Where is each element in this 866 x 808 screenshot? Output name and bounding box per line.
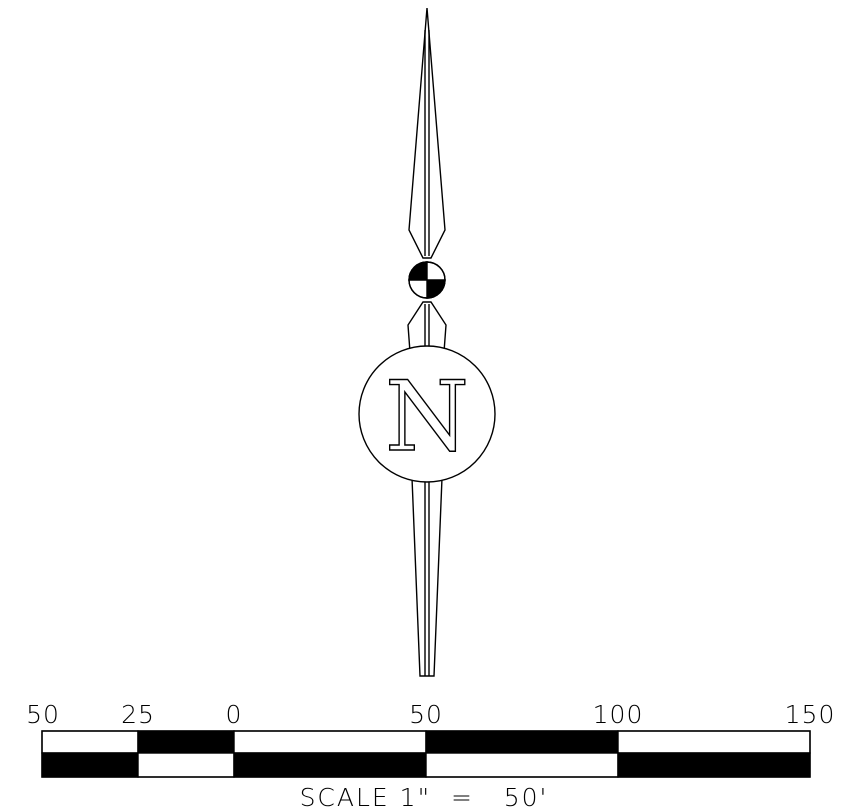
- scale-bar-tick-labels: 50 25 0 50 100 150: [26, 700, 836, 729]
- scale-tick-label: 25: [121, 700, 155, 729]
- scale-segment: [233, 752, 427, 778]
- scale-tick-label: 0: [226, 700, 243, 729]
- scale-bar-outline: [41, 730, 811, 778]
- scale-segment: [617, 752, 811, 778]
- north-needle-collar: [407, 301, 447, 353]
- scale-bar: 50 25 0 50 100 150 SCALE 1" = 50': [26, 700, 836, 808]
- scale-segment: [137, 730, 235, 754]
- scale-segment: [41, 752, 139, 778]
- scale-segment: [425, 752, 619, 778]
- north-arrow: [358, 7, 496, 677]
- north-label: N: [385, 361, 469, 473]
- scale-segment: [137, 752, 235, 778]
- scale-tick-label: 50: [409, 700, 443, 729]
- scale-segment: [617, 730, 811, 754]
- scale-tick-label: 100: [593, 700, 644, 729]
- survey-benchmark-disc: [408, 261, 446, 299]
- scale-segment: [41, 730, 139, 754]
- scale-caption: SCALE 1" = 50': [300, 783, 549, 808]
- scale-tick-label: 50: [26, 700, 60, 729]
- north-needle-upper: [408, 7, 446, 259]
- scale-segment: [233, 730, 427, 754]
- scale-tick-label: 150: [785, 700, 836, 729]
- scale-segment: [425, 730, 619, 754]
- scale-bar-segments: [41, 730, 811, 778]
- north-circle: [358, 345, 496, 483]
- north-needle-tail: [411, 477, 443, 677]
